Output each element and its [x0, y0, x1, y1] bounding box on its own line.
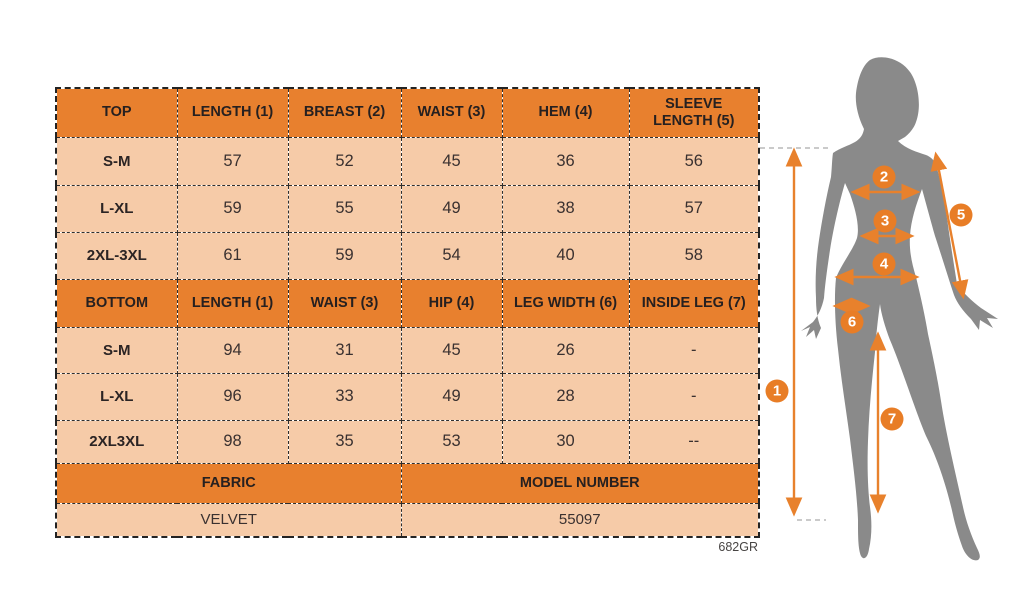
table-row: VELVET 55097: [55, 502, 760, 538]
value-cell: 40: [501, 231, 630, 280]
table-row: S-M 57 52 45 36 56: [55, 136, 760, 186]
size-label-cell: S-M: [55, 326, 178, 374]
value-cell: 54: [400, 231, 503, 280]
value-cell: 56: [628, 136, 760, 186]
value-cell: 98: [176, 419, 289, 464]
header-breast: BREAST (2): [287, 87, 402, 138]
header-hem: HEM (4): [501, 87, 630, 138]
value-cell: 94: [176, 326, 289, 374]
table-row: L-XL 59 55 49 38 57: [55, 184, 760, 233]
marker-1: 1: [765, 379, 789, 403]
size-table-grid: TOP LENGTH (1) BREAST (2) WAIST (3) HEM …: [55, 87, 760, 538]
value-cell: 59: [287, 231, 402, 280]
marker-4: 4: [872, 252, 896, 276]
value-cell: 52: [287, 136, 402, 186]
measurement-figure-svg: 1 2 3 4 5 6 7: [760, 57, 998, 561]
value-cell: 30: [501, 419, 630, 464]
table-row: L-XL 96 33 49 28 -: [55, 372, 760, 421]
header-bottom: BOTTOM: [55, 278, 178, 328]
table-row: BOTTOM LENGTH (1) WAIST (3) HIP (4) LEG …: [55, 278, 760, 328]
table-row: 2XL3XL 98 35 53 30 --: [55, 419, 760, 464]
marker-1-label: 1: [773, 383, 781, 400]
value-cell: 45: [400, 136, 503, 186]
value-cell: 26: [501, 326, 630, 374]
value-cell: 45: [400, 326, 503, 374]
size-label-cell: L-XL: [55, 184, 178, 233]
marker-3-label: 3: [881, 213, 889, 230]
value-cell: -: [628, 326, 760, 374]
marker-5-label: 5: [957, 207, 965, 224]
value-cell: 53: [400, 419, 503, 464]
value-cell: -: [628, 372, 760, 421]
header-waist: WAIST (3): [287, 278, 402, 328]
style-code: 682GR: [718, 540, 758, 554]
header-fabric: FABRIC: [55, 462, 402, 504]
value-cell: 33: [287, 372, 402, 421]
size-label-cell: S-M: [55, 136, 178, 186]
header-length: LENGTH (1): [176, 278, 289, 328]
header-length: LENGTH (1): [176, 87, 289, 138]
measurement-figure: 1 2 3 4 5 6 7: [760, 50, 1024, 589]
header-top: TOP: [55, 87, 178, 138]
header-sleeve-length: SLEEVE LENGTH (5): [628, 87, 760, 138]
value-cell: 57: [176, 136, 289, 186]
fabric-value-cell: VELVET: [55, 502, 402, 538]
size-label-cell: L-XL: [55, 372, 178, 421]
value-cell: --: [628, 419, 760, 464]
header-model-number: MODEL NUMBER: [400, 462, 760, 504]
table-row: S-M 94 31 45 26 -: [55, 326, 760, 374]
value-cell: 36: [501, 136, 630, 186]
arrow-5-sleeve: [930, 151, 969, 300]
value-cell: 49: [400, 184, 503, 233]
value-cell: 49: [400, 372, 503, 421]
value-cell: 55: [287, 184, 402, 233]
value-cell: 35: [287, 419, 402, 464]
header-waist: WAIST (3): [400, 87, 503, 138]
value-cell: 31: [287, 326, 402, 374]
marker-2-label: 2: [880, 169, 888, 186]
marker-6: 6: [840, 310, 864, 334]
marker-2: 2: [872, 165, 896, 189]
header-hip: HIP (4): [400, 278, 503, 328]
table-row: 2XL-3XL 61 59 54 40 58: [55, 231, 760, 280]
marker-4-label: 4: [880, 256, 889, 273]
marker-7: 7: [880, 407, 904, 431]
size-label-cell: 2XL3XL: [55, 419, 178, 464]
size-label-cell: 2XL-3XL: [55, 231, 178, 280]
table-row: FABRIC MODEL NUMBER: [55, 462, 760, 504]
marker-3: 3: [873, 209, 897, 233]
value-cell: 96: [176, 372, 289, 421]
marker-5: 5: [949, 203, 973, 227]
size-table: TOP LENGTH (1) BREAST (2) WAIST (3) HEM …: [55, 87, 760, 538]
header-leg-width: LEG WIDTH (6): [501, 278, 630, 328]
value-cell: 28: [501, 372, 630, 421]
value-cell: 38: [501, 184, 630, 233]
value-cell: 61: [176, 231, 289, 280]
value-cell: 59: [176, 184, 289, 233]
model-number-value-cell: 55097: [400, 502, 760, 538]
value-cell: 57: [628, 184, 760, 233]
marker-7-label: 7: [888, 411, 896, 428]
value-cell: 58: [628, 231, 760, 280]
table-row: TOP LENGTH (1) BREAST (2) WAIST (3) HEM …: [55, 87, 760, 138]
woman-silhouette: [801, 57, 998, 561]
marker-6-label: 6: [848, 314, 856, 331]
header-inside-leg: INSIDE LEG (7): [628, 278, 760, 328]
